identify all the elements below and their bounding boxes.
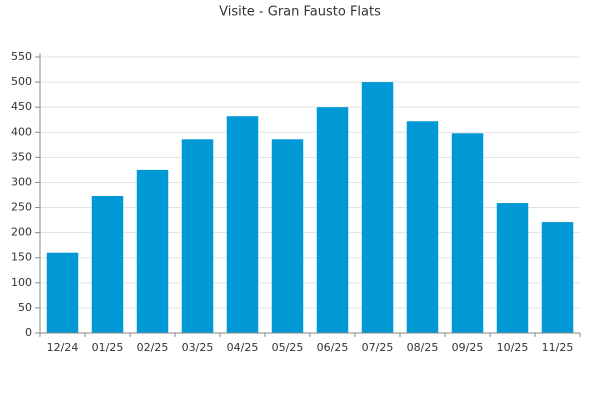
y-tick-label: 400: [11, 125, 32, 138]
y-tick-label: 0: [25, 326, 32, 339]
y-tick-label: 200: [11, 226, 32, 239]
y-tick-label: 550: [11, 50, 32, 63]
bar: [406, 121, 439, 333]
x-tick-label: 01/25: [92, 341, 124, 354]
bar: [541, 222, 574, 333]
y-tick-label: 250: [11, 201, 32, 214]
x-tick-label: 03/25: [182, 341, 214, 354]
bar: [136, 169, 169, 333]
x-tick-label: 06/25: [317, 341, 349, 354]
y-tick-label: 450: [11, 100, 32, 113]
y-tick-label: 100: [11, 276, 32, 289]
x-tick-label: 09/25: [452, 341, 484, 354]
x-tick-label: 10/25: [497, 341, 529, 354]
bar: [361, 82, 394, 333]
bar: [451, 133, 484, 333]
y-tick-label: 50: [18, 301, 32, 314]
bar: [46, 252, 79, 333]
bar: [496, 203, 529, 333]
x-tick-label: 04/25: [227, 341, 259, 354]
x-tick-label: 05/25: [272, 341, 304, 354]
y-tick-label: 300: [11, 175, 32, 188]
x-tick-label: 12/24: [47, 341, 79, 354]
bar: [271, 139, 304, 333]
y-tick-label: 500: [11, 75, 32, 88]
bar: [91, 196, 124, 333]
x-tick-label: 02/25: [137, 341, 169, 354]
x-tick-label: 07/25: [362, 341, 394, 354]
y-tick-label: 350: [11, 150, 32, 163]
bar: [316, 107, 349, 333]
chart-title: Visite - Gran Fausto Flats: [219, 5, 381, 20]
bar: [181, 139, 214, 333]
bar: [226, 116, 259, 334]
y-tick-label: 150: [11, 251, 32, 264]
x-tick-label: 11/25: [542, 341, 574, 354]
x-tick-label: 08/25: [407, 341, 439, 354]
